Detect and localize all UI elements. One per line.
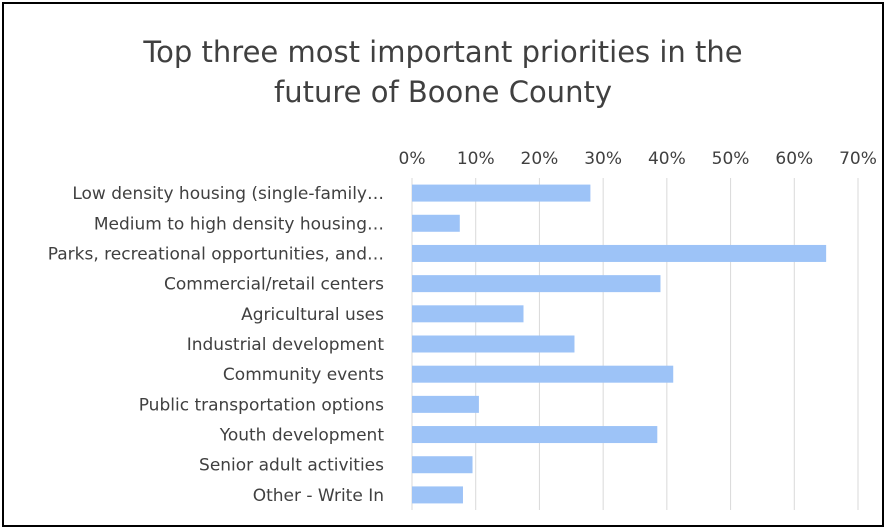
category-label: Commercial/retail centers [164,275,384,295]
bar [412,214,460,232]
category-label: Community events [223,365,384,385]
bar [412,426,658,444]
category-label: Industrial development [187,335,385,355]
category-label: Senior adult activities [199,456,384,476]
bar [412,335,575,353]
bar [412,244,827,262]
bar [412,305,524,323]
bar [412,184,591,202]
x-tick-label: 30% [584,149,622,169]
category-label: Youth development [219,426,385,446]
x-tick-label: 0% [399,149,426,169]
category-label: Other - Write In [253,486,384,506]
bar [412,395,479,413]
x-tick-label: 50% [712,149,750,169]
chart-title-line-1: Top three most important priorities in t… [143,35,743,69]
x-tick-label: 40% [648,149,686,169]
x-tick-label: 70% [839,149,877,169]
bar [412,456,473,474]
category-label: Agricultural uses [241,305,384,325]
bar [412,275,661,293]
category-label: Medium to high density housing… [94,214,384,234]
category-label: Low density housing (single-family… [72,184,384,204]
chart-title-line-2: future of Boone County [274,75,612,109]
x-tick-label: 20% [521,149,559,169]
category-label: Parks, recreational opportunities, and… [48,244,384,264]
chart-title: Top three most important priorities in t… [4,32,882,112]
category-label: Public transportation options [139,395,384,415]
bar [412,365,674,383]
bar [412,486,463,504]
x-tick-label: 10% [457,149,495,169]
x-tick-label: 60% [775,149,813,169]
